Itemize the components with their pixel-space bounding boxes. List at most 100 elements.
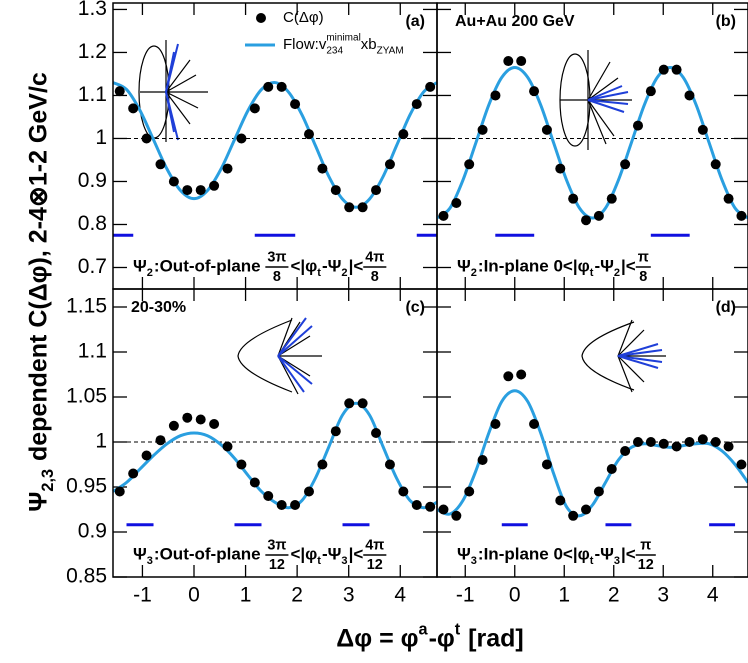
data-point <box>516 369 527 380</box>
data-point <box>516 56 527 67</box>
data-point <box>303 486 314 497</box>
data-point <box>490 90 501 101</box>
data-point <box>645 86 656 97</box>
data-point <box>581 504 592 515</box>
data-point <box>276 81 287 92</box>
subscript: t <box>590 555 594 567</box>
data-point <box>555 163 566 174</box>
data-point <box>317 163 328 174</box>
data-point <box>263 491 274 501</box>
x-tick-label: 2 <box>608 584 620 607</box>
label-text: Ψ <box>25 492 53 512</box>
data-point <box>529 86 540 97</box>
x-tick-label: 1 <box>558 584 570 607</box>
data-point <box>398 129 409 140</box>
data-point <box>290 99 301 110</box>
data-point <box>236 133 247 144</box>
y-tick-label: 1.1 <box>78 83 107 106</box>
fraction-den: 8 <box>639 269 647 285</box>
data-point <box>464 486 475 497</box>
y-tick-label: 0.7 <box>78 255 107 278</box>
subscript: t <box>317 555 321 567</box>
y-tick-label: 1 <box>95 430 107 453</box>
data-point <box>581 215 592 226</box>
x-tick-label: 3 <box>343 584 355 607</box>
inset-diagram-c <box>237 317 322 395</box>
data-point <box>451 510 462 521</box>
subscript: 2 <box>147 267 153 279</box>
data-point <box>209 419 220 429</box>
data-point <box>141 133 152 144</box>
data-point <box>195 185 206 196</box>
y-tick-label: 0.9 <box>78 520 107 543</box>
x-axis-title: Δφ = φ a -φ t [rad] <box>336 620 523 652</box>
y-tick-label: 0.8 <box>78 212 107 235</box>
data-point <box>568 510 579 521</box>
data-point <box>222 441 233 452</box>
label-text: dependent C(Δφ), 2-4⊗1-2 GeV/c <box>25 72 53 468</box>
y-tick-label: 1.05 <box>66 385 107 408</box>
data-point <box>195 414 206 425</box>
x-tick-label: 0 <box>188 584 200 607</box>
data-point <box>303 129 314 140</box>
label-text: Ψ <box>457 256 471 275</box>
data-point <box>155 435 166 446</box>
x-tick-label: 0 <box>509 584 521 607</box>
label-text: -φ <box>429 625 455 653</box>
label-text: [rad] <box>461 625 524 653</box>
label-text: Δφ = φ <box>336 625 418 653</box>
label-text: :Out-of-plane <box>154 544 265 563</box>
label-text: <|φ <box>290 544 317 563</box>
legend-sub: 234 <box>326 46 343 57</box>
data-point <box>697 434 708 445</box>
data-point <box>128 468 139 479</box>
data-point <box>606 193 617 204</box>
panel-label: (c) <box>405 299 425 316</box>
data-point <box>451 197 462 208</box>
data-point <box>276 500 287 510</box>
data-point <box>438 210 449 221</box>
data-point <box>425 81 436 92</box>
label-text: |< <box>349 256 364 275</box>
data-point <box>645 437 656 447</box>
data-point <box>541 124 552 135</box>
data-point <box>697 124 708 135</box>
label-text: :Out-of-plane <box>154 256 265 275</box>
label-text: |< <box>349 544 364 563</box>
fraction-num: 3π <box>267 537 286 553</box>
subscript: t <box>317 267 321 279</box>
panel-text: 20-30% <box>131 299 186 316</box>
data-point <box>684 437 695 447</box>
data-point <box>620 446 631 456</box>
data-point <box>723 441 734 452</box>
subscript: 2,3 <box>39 469 57 492</box>
panel-label: (d) <box>716 299 736 316</box>
data-point <box>606 464 617 474</box>
annotation: Ψ 2:In-plane 0<|φ t -Ψ 2 |< π8 <box>457 249 651 285</box>
data-point <box>658 438 669 449</box>
data-point <box>182 412 193 423</box>
data-point <box>344 202 355 213</box>
fraction-den: 12 <box>638 557 654 573</box>
fraction-den: 12 <box>269 557 285 573</box>
panel-label: (b) <box>716 13 736 30</box>
data-point <box>658 64 669 75</box>
inset-diagram-a <box>138 40 208 142</box>
data-point <box>464 159 475 170</box>
data-point <box>620 159 631 170</box>
label-text: Ψ <box>457 544 471 563</box>
data-point <box>411 500 422 510</box>
data-point <box>344 398 355 409</box>
data-point <box>568 193 579 204</box>
inset-diagram-b <box>559 50 632 150</box>
fit-curve <box>112 81 438 209</box>
x-tick-label: 3 <box>657 584 669 607</box>
legend-label: Flow:v <box>283 36 327 53</box>
data-point <box>438 504 449 515</box>
fit-curve <box>112 401 438 510</box>
label-text: <|φ <box>290 256 317 275</box>
data-point <box>593 486 604 497</box>
fraction-num: π <box>638 249 649 265</box>
